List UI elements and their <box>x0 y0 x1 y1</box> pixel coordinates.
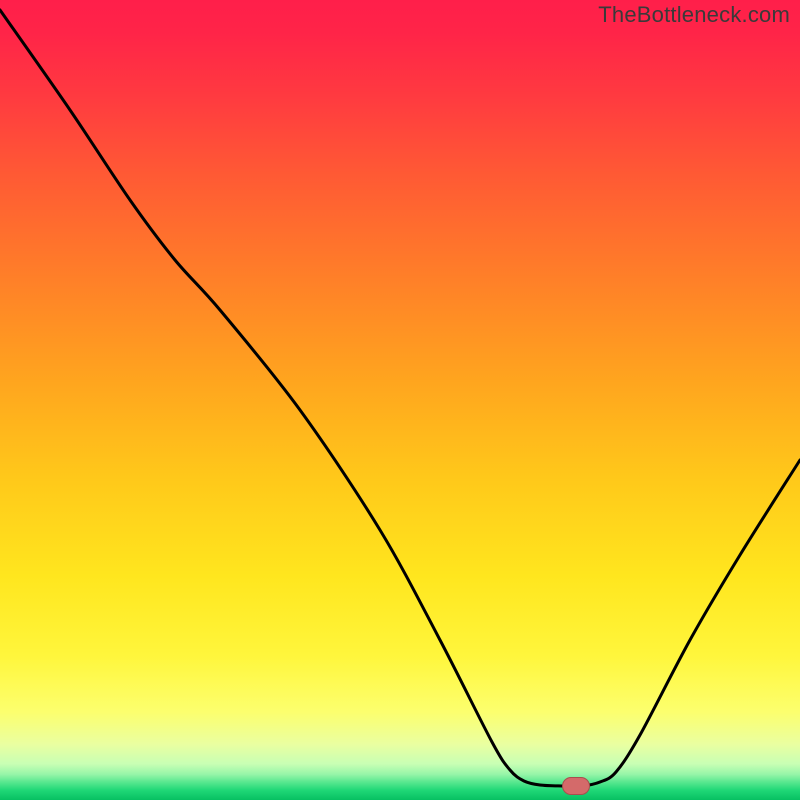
bottleneck-chart: TheBottleneck.com <box>0 0 800 800</box>
optimum-marker <box>562 777 590 795</box>
watermark-text: TheBottleneck.com <box>598 2 790 28</box>
performance-curve-layer <box>0 0 800 800</box>
performance-curve <box>0 10 800 786</box>
